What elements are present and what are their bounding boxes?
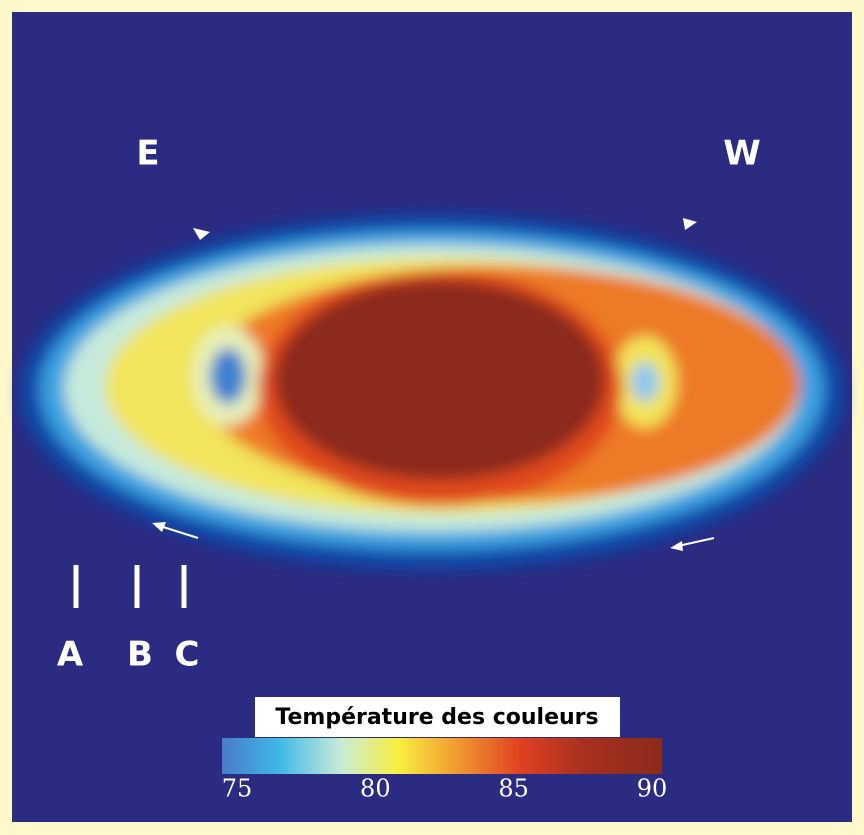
figure: E W A B C Température des couleurs 75 80 8…	[0, 0, 864, 835]
east-label: E	[136, 134, 159, 174]
colorbar-tick-label: 80	[360, 775, 391, 803]
ring-label: C	[175, 635, 200, 675]
west-label: W	[723, 134, 761, 174]
colorbar-tick-label: 85	[498, 775, 529, 803]
ring-label: B	[127, 635, 153, 675]
colorbar-tick-label: 75	[222, 775, 253, 803]
colorbar	[222, 738, 662, 774]
saturn-image	[20, 214, 844, 570]
ring-label: A	[57, 635, 84, 675]
colorbar-tick-label: 90	[637, 775, 668, 803]
colorbar-title: Température des couleurs	[275, 705, 598, 730]
